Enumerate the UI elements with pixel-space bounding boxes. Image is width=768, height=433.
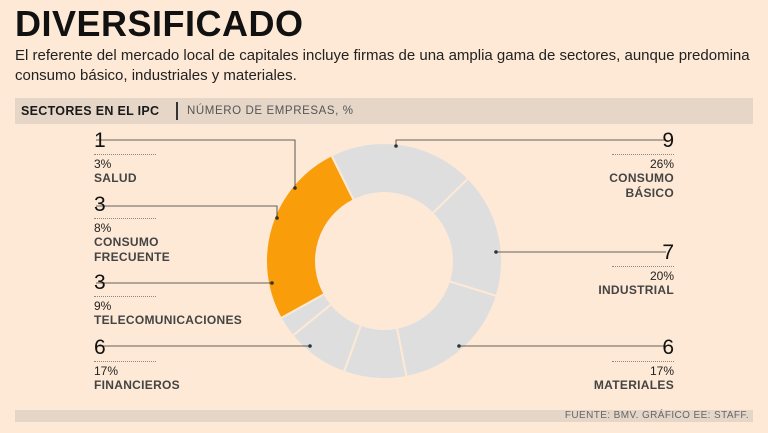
percent-telecomunicaciones: 9%	[94, 299, 112, 313]
name-consumo-basico-line1: CONSUMO	[609, 171, 674, 185]
name-telecomunicaciones: TELECOMUNICACIONES	[94, 313, 243, 327]
count-industrial: 7	[662, 241, 674, 264]
leader-dot-industrial	[494, 250, 498, 254]
percent-consumo-frecuente: 8%	[94, 221, 112, 235]
label-rule	[94, 218, 156, 219]
count-materiales: 6	[662, 336, 674, 359]
leader-dot-salud	[293, 186, 297, 190]
chart-title: SECTORES EN EL IPC	[21, 104, 160, 118]
page-subtitle: El referente del mercado local de capita…	[15, 47, 750, 84]
name-consumo-frecuente-line1: CONSUMO	[94, 235, 159, 249]
count-consumo-basico: 9	[662, 129, 674, 152]
source-note: FUENTE: BMV. GRÁFICO EE: STAFF.	[564, 410, 749, 421]
percent-salud: 3%	[94, 157, 112, 171]
count-telecomunicaciones: 3	[94, 271, 106, 294]
label-rule	[94, 361, 156, 362]
label-industrial: 7 20% INDUSTRIAL	[598, 242, 674, 298]
slice-financieros	[395, 279, 498, 379]
leader-dot-telecomunicaciones	[270, 281, 274, 285]
leader-line-salud	[96, 139, 296, 188]
leader-dot-materiales	[457, 344, 461, 348]
label-rule	[94, 296, 156, 297]
count-financieros: 6	[94, 336, 106, 359]
label-materiales: 6 17% MATERIALES	[594, 337, 674, 393]
name-financieros: FINANCIEROS	[94, 378, 180, 392]
name-materiales: MATERIALES	[593, 378, 674, 392]
label-rule	[612, 361, 674, 362]
name-salud: SALUD	[94, 171, 137, 185]
leader-dot-financieros	[308, 344, 312, 348]
header-divider	[176, 102, 178, 120]
leader-line-consumo-basico	[395, 139, 666, 146]
count-consumo-frecuente: 3	[94, 193, 106, 216]
page-title: DIVERSIFICADO	[15, 3, 304, 44]
section-header-bar: SECTORES EN EL IPC NÚMERO DE EMPRESAS, %	[15, 98, 753, 124]
slice-salud	[279, 292, 333, 338]
leader-dot-consumo-frecuente	[275, 216, 279, 220]
percent-materiales: 17%	[649, 364, 674, 378]
percent-financieros: 17%	[94, 364, 119, 378]
footer-bar: FUENTE: BMV. GRÁFICO EE: STAFF.	[15, 410, 753, 422]
label-rule	[612, 266, 674, 267]
slice-consumo-basico	[265, 153, 356, 320]
label-consumo-frecuente: 3 8% CONSUMO FRECUENTE	[94, 194, 170, 265]
leader-dot-consumo-basico	[394, 144, 398, 148]
chart-subtitle: NÚMERO DE EMPRESAS, %	[187, 105, 354, 117]
leader-line-consumo-frecuente	[96, 205, 278, 218]
count-salud: 1	[94, 129, 106, 152]
label-salud: 1 3% SALUD	[94, 130, 156, 186]
label-financieros: 6 17% FINANCIEROS	[94, 337, 180, 393]
label-consumo-basico: 9 26% CONSUMO BÁSICO	[609, 130, 674, 201]
label-telecomunicaciones: 3 9% TELECOMUNICACIONES	[94, 272, 242, 328]
percent-consumo-basico: 26%	[649, 157, 674, 171]
label-rule	[612, 154, 674, 155]
percent-industrial: 20%	[649, 269, 674, 283]
label-rule	[94, 154, 156, 155]
name-industrial: INDUSTRIAL	[598, 283, 674, 297]
name-consumo-frecuente-line2: FRECUENTE	[94, 250, 171, 264]
name-consumo-basico-line2: BÁSICO	[625, 186, 674, 200]
